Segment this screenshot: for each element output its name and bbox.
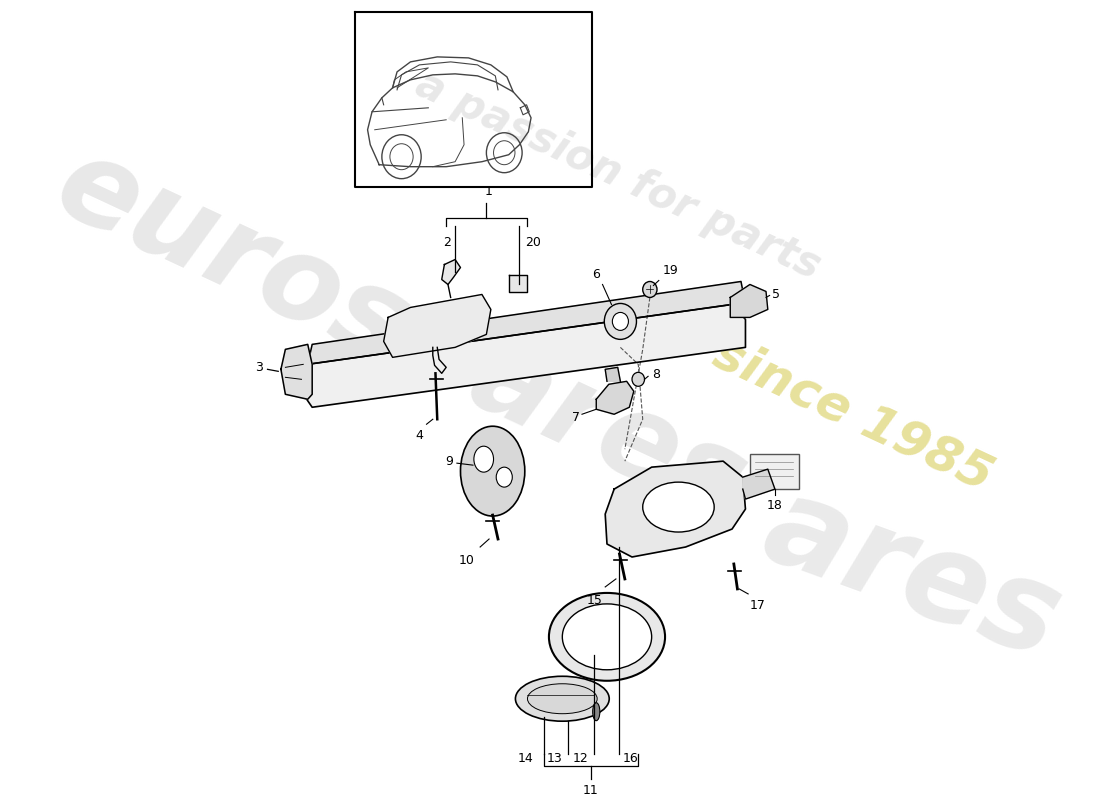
Ellipse shape — [461, 426, 525, 516]
Text: 17: 17 — [750, 599, 766, 612]
Ellipse shape — [593, 702, 600, 721]
Text: a passion for parts: a passion for parts — [409, 63, 827, 288]
Text: 8: 8 — [651, 368, 660, 381]
Circle shape — [613, 313, 628, 330]
Circle shape — [604, 303, 637, 339]
Polygon shape — [280, 344, 312, 399]
Ellipse shape — [549, 593, 666, 681]
Polygon shape — [605, 367, 620, 382]
Text: 19: 19 — [662, 265, 678, 278]
Text: 12: 12 — [572, 752, 588, 765]
Polygon shape — [596, 382, 634, 414]
Text: 11: 11 — [583, 783, 598, 797]
Text: 1: 1 — [484, 185, 492, 198]
Ellipse shape — [528, 684, 597, 714]
Ellipse shape — [496, 467, 513, 487]
Text: 18: 18 — [767, 499, 783, 512]
Text: 5: 5 — [772, 288, 780, 301]
Circle shape — [642, 282, 657, 298]
Ellipse shape — [474, 446, 494, 472]
Text: 3: 3 — [255, 361, 263, 374]
Ellipse shape — [516, 676, 609, 721]
Text: 6: 6 — [592, 269, 600, 282]
Polygon shape — [508, 274, 527, 293]
Polygon shape — [730, 285, 768, 318]
Polygon shape — [605, 461, 746, 557]
Text: 15: 15 — [586, 594, 603, 607]
Text: 20: 20 — [525, 235, 541, 249]
Text: 7: 7 — [572, 410, 580, 424]
Text: ares: ares — [748, 466, 1077, 684]
Text: 10: 10 — [459, 554, 475, 567]
Polygon shape — [742, 469, 774, 499]
Ellipse shape — [562, 604, 651, 670]
Polygon shape — [384, 294, 491, 358]
Ellipse shape — [642, 482, 714, 532]
Text: 4: 4 — [416, 430, 424, 442]
Text: 16: 16 — [623, 752, 638, 765]
Text: eurospares: eurospares — [40, 126, 764, 545]
Text: 9: 9 — [446, 454, 453, 468]
Polygon shape — [442, 259, 461, 285]
Polygon shape — [308, 282, 746, 364]
Polygon shape — [304, 305, 746, 407]
Circle shape — [632, 372, 645, 386]
Text: 13: 13 — [547, 752, 562, 765]
Text: 2: 2 — [443, 235, 451, 249]
Text: since 1985: since 1985 — [706, 330, 1001, 501]
FancyBboxPatch shape — [750, 454, 799, 489]
Text: 14: 14 — [518, 752, 534, 765]
